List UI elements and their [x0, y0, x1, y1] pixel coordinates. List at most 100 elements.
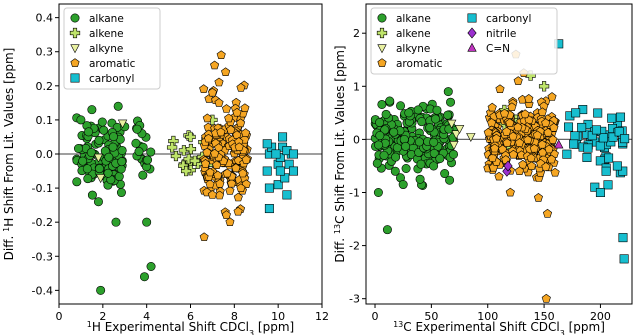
- data-point: [518, 159, 528, 169]
- y-tick-label: -0.1: [32, 182, 53, 195]
- data-point: [513, 76, 523, 85]
- series-alkane: [370, 87, 459, 235]
- legend-marker: [70, 13, 80, 23]
- legend-item: alkane: [70, 13, 124, 25]
- data-point: [222, 168, 232, 178]
- data-point: [612, 161, 622, 171]
- scatter-points: [370, 39, 630, 303]
- x-axis-label: 1H Experimental Shift CDCl3 [ppm]: [87, 320, 294, 335]
- data-point: [210, 60, 220, 70]
- series-aromatic: [483, 49, 560, 303]
- data-point: [446, 119, 457, 129]
- data-point: [215, 178, 225, 188]
- data-point: [93, 197, 103, 207]
- legend-item: aromatic: [70, 58, 136, 70]
- legend-label: nitrile: [486, 28, 516, 40]
- legend-marker: [70, 58, 80, 67]
- data-point: [618, 233, 628, 243]
- data-point: [582, 152, 592, 162]
- legend-label: alkane: [89, 13, 124, 25]
- data-point: [389, 127, 399, 137]
- legend-item: alkene: [69, 27, 124, 40]
- x-tick-label: 12: [315, 310, 329, 323]
- legend-marker: [70, 44, 80, 54]
- series-carbonyl: [554, 39, 630, 264]
- data-point: [227, 178, 237, 188]
- data-point: [207, 87, 217, 97]
- data-point: [138, 170, 148, 180]
- data-point: [607, 113, 617, 123]
- data-point: [532, 130, 542, 140]
- x-tick-label: 10: [271, 310, 285, 323]
- data-point: [216, 50, 226, 60]
- axis-label-part: 1: [2, 227, 11, 232]
- data-point: [483, 127, 493, 137]
- data-point: [234, 142, 244, 151]
- axis-label-part: Diff.: [2, 232, 16, 260]
- data-point: [430, 114, 440, 124]
- data-point: [185, 131, 196, 143]
- data-point: [113, 101, 123, 111]
- x-tick-label: 2: [99, 310, 106, 323]
- data-point: [78, 156, 88, 166]
- panel-proton: 0 2 4 6 8 10 12 -0.4 -0.3 -0.2 -0.1 0.0 0.1 0.2 0.3 0.4…: [2, 3, 329, 335]
- data-point: [170, 150, 182, 162]
- data-point: [396, 101, 406, 111]
- data-point: [93, 153, 104, 163]
- data-point: [205, 179, 215, 189]
- axis-label-part: Diff.: [333, 234, 347, 262]
- data-point: [414, 137, 424, 147]
- data-point: [443, 87, 453, 97]
- data-point: [449, 149, 459, 159]
- data-point: [499, 108, 510, 118]
- data-point: [590, 182, 600, 192]
- data-point: [94, 164, 104, 174]
- x-axis-label: 13C Experimental Shift CDCl3 [ppm]: [393, 320, 605, 335]
- x-tick-label: 4: [143, 310, 150, 323]
- data-point: [116, 188, 126, 198]
- series-alkyne: [446, 119, 476, 150]
- data-point: [99, 125, 109, 135]
- data-point: [104, 152, 114, 162]
- data-point: [240, 103, 250, 112]
- data-point: [224, 113, 234, 123]
- data-point: [417, 117, 427, 127]
- data-point: [604, 153, 614, 163]
- data-point: [514, 138, 525, 147]
- data-point: [289, 166, 299, 176]
- data-point: [273, 180, 283, 190]
- legend-box: [63, 7, 161, 90]
- data-point: [571, 108, 581, 118]
- data-point: [608, 132, 618, 142]
- data-point: [214, 77, 224, 87]
- data-point: [238, 168, 248, 178]
- data-point: [593, 108, 603, 118]
- data-point: [614, 127, 624, 137]
- legend-item: alkyne: [377, 43, 430, 55]
- data-point: [429, 148, 439, 158]
- data-point: [221, 104, 232, 113]
- data-point: [583, 143, 593, 153]
- y-tick-label: -3: [349, 293, 360, 306]
- data-point: [505, 187, 515, 197]
- data-point: [289, 149, 299, 159]
- data-point: [200, 159, 211, 168]
- series-carbonyl: [262, 132, 299, 214]
- data-point: [390, 166, 400, 176]
- legend-label: alkane: [396, 13, 431, 25]
- y-tick-label: -2: [349, 240, 360, 253]
- data-point: [544, 144, 554, 154]
- legend-marker: [467, 13, 477, 23]
- data-point: [103, 168, 113, 178]
- data-point: [233, 206, 243, 216]
- data-point: [564, 122, 574, 132]
- data-point: [142, 217, 152, 227]
- data-point: [449, 141, 459, 150]
- legend-label: carbonyl: [89, 73, 134, 85]
- legend-item: alkane: [377, 13, 431, 25]
- data-point: [466, 133, 476, 143]
- data-point: [72, 177, 82, 187]
- legend-item: carbonyl: [467, 13, 531, 25]
- data-point: [619, 254, 629, 264]
